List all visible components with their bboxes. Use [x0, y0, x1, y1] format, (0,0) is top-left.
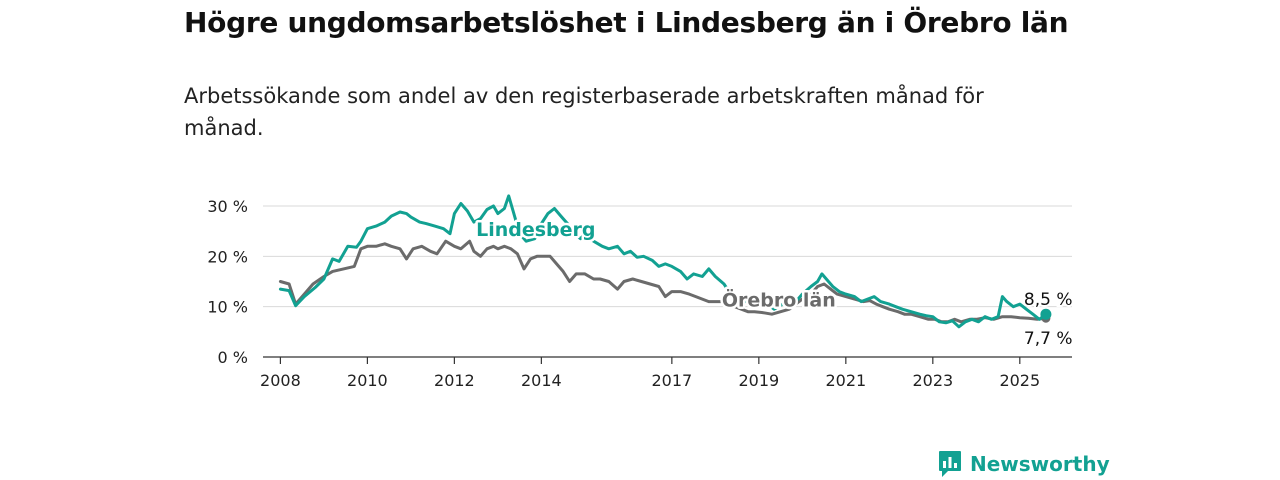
series-labels: Lindesberg Örebro län 8,5 % 7,7 %: [474, 217, 1075, 352]
series-end-point: [1040, 308, 1052, 320]
series-label: Örebro län: [722, 288, 836, 312]
chart-title: Högre ungdomsarbetslöshet i Lindesberg ä…: [184, 6, 1069, 39]
x-tick-label: 2019: [738, 371, 779, 390]
y-tick-label: 30 %: [207, 197, 248, 216]
gridlines: [263, 205, 1072, 308]
x-tick-label: 2017: [651, 371, 692, 390]
y-axis-tick-labels: 0 % 10 % 20 % 30 %: [207, 197, 248, 367]
x-tick-label: 2025: [999, 371, 1040, 390]
x-axis: 2008 2010 2012 2014 2017 2019 2021 2023 2025: [260, 356, 1072, 390]
series-label: Lindesberg: [476, 219, 595, 241]
y-tick-label: 20 %: [207, 247, 248, 266]
x-tick-label: 2008: [260, 371, 301, 390]
y-tick-label: 10 %: [207, 298, 248, 317]
end-value-label-orebro-lan: 7,7 %: [1024, 329, 1073, 349]
x-tick-label: 2012: [434, 371, 475, 390]
x-tick-label: 2021: [825, 371, 866, 390]
x-tick-label: 2010: [347, 371, 388, 390]
chart-subtitle: Arbetssökande som andel av den registerb…: [184, 84, 984, 140]
x-tick-label: 2023: [912, 371, 953, 390]
x-tick-label: 2014: [521, 371, 562, 390]
brand-logo: Newsworthy: [938, 449, 1110, 479]
newsworthy-chart-bubble-icon: [939, 451, 961, 477]
series-line-lindesberg: [278, 194, 1048, 329]
y-tick-label: 0 %: [218, 348, 248, 367]
end-value-label-lindesberg: 8,5 %: [1024, 290, 1073, 310]
series-line-orebro-lan: [278, 239, 1048, 324]
series-lines: [278, 194, 1052, 329]
brand-name: Newsworthy: [970, 452, 1110, 476]
